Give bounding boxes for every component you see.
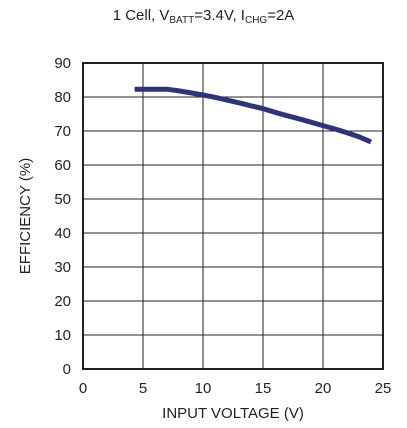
- x-tick-label: 15: [255, 380, 272, 397]
- y-tick-label: 70: [54, 123, 71, 140]
- y-tick-label: 40: [54, 225, 71, 242]
- y-tick-label: 50: [54, 191, 71, 208]
- y-tick-label: 20: [54, 293, 71, 310]
- x-tick-label: 5: [139, 380, 147, 397]
- plot-frame: [82, 62, 384, 370]
- chart-grid: [83, 63, 383, 369]
- y-tick-label: 30: [54, 259, 71, 276]
- y-axis-label: EFFICIENCY (%): [17, 158, 34, 274]
- x-axis-label: INPUT VOLTAGE (V): [162, 405, 304, 422]
- x-tick-label: 10: [195, 380, 212, 397]
- y-tick-label: 80: [54, 89, 71, 106]
- y-tick-label: 90: [54, 55, 71, 72]
- y-tick-label: 60: [54, 157, 71, 174]
- efficiency-series-line: [134, 86, 372, 145]
- chart-title: 1 Cell, VBATT=3.4V, ICHG=2A: [112, 7, 295, 26]
- y-tick-labels: 0 10 20 30 40 50 60 70 80 90: [54, 55, 71, 378]
- y-tick-label: 0: [63, 361, 71, 378]
- x-tick-labels: 0 5 10 15 20 25: [79, 380, 392, 397]
- x-tick-label: 25: [375, 380, 392, 397]
- y-tick-label: 10: [54, 327, 71, 344]
- series-group: [134, 86, 372, 145]
- x-tick-label: 20: [315, 380, 332, 397]
- x-tick-label: 0: [79, 380, 87, 397]
